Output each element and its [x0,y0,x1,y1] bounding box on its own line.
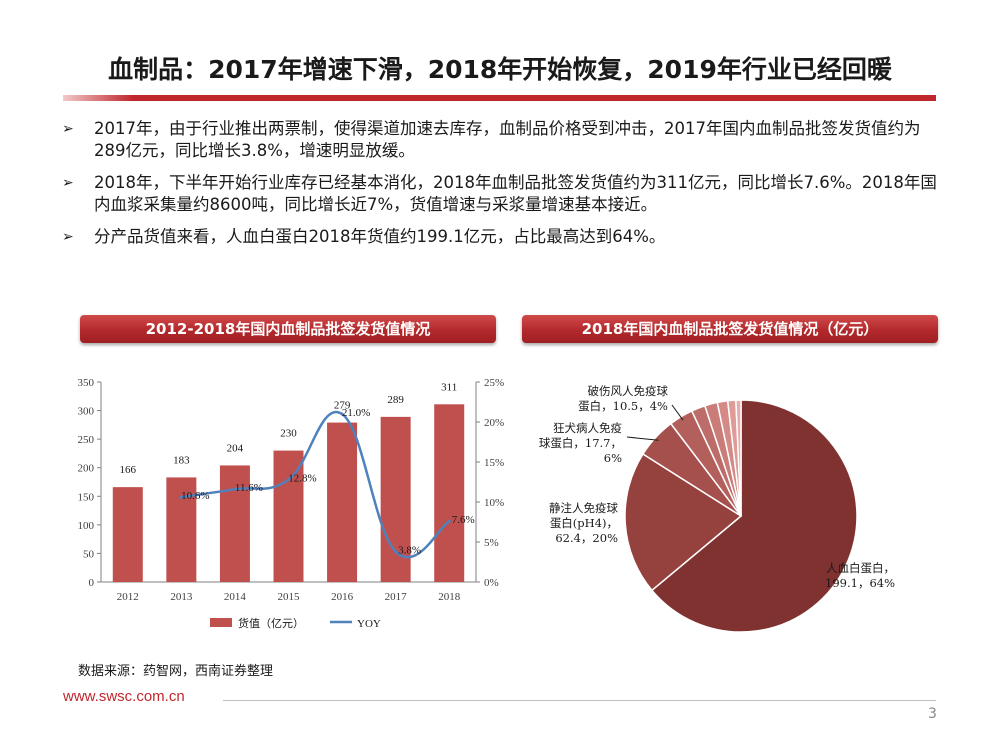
x-tick-label: 2017 [385,591,408,603]
bar-value-label: 289 [387,394,404,406]
yoy-point [340,412,344,416]
x-tick-label: 2016 [331,591,354,603]
bullet-text: 2018年，下半年开始行业库存已经基本消化，2018年血制品批签发货值约为311… [94,173,937,214]
pie-label-ivig: 62.4，20% [555,531,618,545]
pie-label-tetanus: 蛋白，10.5，4% [578,399,668,413]
yoy-point [447,519,451,523]
bar-2012 [112,487,143,582]
bar-value-label: 183 [173,454,190,466]
pie-label-rabies: 6% [604,451,622,465]
yoy-point [394,550,398,554]
bar-value-label: 311 [441,381,457,393]
yoy-value-label: 11.6% [235,482,263,494]
title-rule [63,95,936,101]
arrow-bullet-icon: ➢ [62,121,74,137]
y-tick-label: 150 [78,491,95,503]
bullet-text: 2017年，由于行业推出两票制，使得渠道加速去库存，血制品价格受到冲击，2017… [94,119,921,160]
y-tick-label: 100 [78,520,95,532]
data-source: 数据来源：药智网，西南证券整理 [78,664,274,679]
y-tick-label: 0 [89,577,95,589]
y2-tick-label: 5% [484,537,499,549]
yoy-value-label: 7.6% [452,514,475,526]
yoy-value-label: 12.8% [288,473,316,485]
pie-label-rabies: 狂犬病人免疫 [553,421,622,435]
y-tick-label: 50 [83,548,95,560]
bar-2017 [380,416,411,582]
yoy-value-label: 21.0% [342,407,370,419]
y-tick-label: 350 [78,377,95,389]
pie-label-albumin: 人血白蛋白， [826,561,895,575]
bar-2018 [434,404,465,582]
x-tick-label: 2018 [438,591,461,603]
x-tick-label: 2015 [278,591,301,603]
yoy-point [287,478,290,482]
yoy-point [179,495,183,499]
bar-chart-header: 2012-2018年国内血制品批签发货值情况 [80,315,496,343]
pie-slice-8 [735,399,742,517]
pie-slice-1 [624,452,743,592]
pie-label-ivig: 蛋白(pH4)， [550,516,618,530]
pie-slice-0 [650,399,858,633]
yoy-value-label: 3.8% [398,545,421,557]
bullet-text: 分产品货值来看，人血白蛋白2018年货值约199.1亿元，占比最高达到64%。 [94,227,666,246]
pie-label-rabies: 球蛋白，17.7， [539,436,622,450]
x-tick-label: 2013 [170,591,193,603]
legend-bar-swatch [210,618,232,627]
x-tick-label: 2012 [117,591,139,603]
y-tick-label: 200 [78,463,95,475]
footer-rule [223,700,936,701]
pie-label-ivig: 静注人免疫球 [549,501,618,515]
bar-2015 [273,450,304,582]
pie-chart-header: 2018年国内血制品批签发货值情况（亿元） [522,315,938,343]
y2-tick-label: 0% [484,577,499,589]
y2-tick-label: 25% [484,377,504,389]
y-tick-label: 300 [78,406,95,418]
bar-value-label: 204 [227,442,244,454]
pie-leader-tetanus [671,404,684,421]
legend-bar-label: 货值（亿元） [238,616,304,630]
page-number: 3 [928,706,937,722]
bullet-item: ➢ 2017年，由于行业推出两票制，使得渠道加速去库存，血制品价格受到冲击，20… [60,118,940,162]
bullet-item: ➢ 分产品货值来看，人血白蛋白2018年货值约199.1亿元，占比最高达到64%… [60,226,940,248]
bar-2014 [219,465,250,582]
y2-tick-label: 15% [484,457,504,469]
bar-value-label: 279 [334,400,351,412]
arrow-bullet-icon: ➢ [62,175,74,191]
arrow-bullet-icon: ➢ [62,229,74,245]
y2-tick-label: 20% [484,417,504,429]
bullet-item: ➢ 2018年，下半年开始行业库存已经基本消化，2018年血制品批签发货值约为3… [60,172,940,216]
bar-value-label: 230 [280,428,297,440]
pie-label-tetanus: 破伤风人免疫球 [588,384,669,398]
x-tick-label: 2014 [224,591,247,603]
legend-line-label: YOY [357,618,381,630]
page-title: 血制品：2017年增速下滑，2018年开始恢复，2019年行业已经回暖 [108,55,892,84]
y-tick-label: 250 [78,434,95,446]
y2-tick-label: 10% [484,497,504,509]
yoy-value-label: 10.6% [181,490,209,502]
website-link[interactable]: www.swsc.com.cn [63,688,185,705]
pie-leader-rabies [626,436,659,441]
bar-value-label: 166 [120,464,137,476]
bullet-list: ➢ 2017年，由于行业推出两票制，使得渠道加速去库存，血制品价格受到冲击，20… [60,118,940,258]
bar-2016 [327,422,358,582]
pie-label-albumin: 199.1，64% [825,576,895,590]
yoy-point [233,487,237,491]
